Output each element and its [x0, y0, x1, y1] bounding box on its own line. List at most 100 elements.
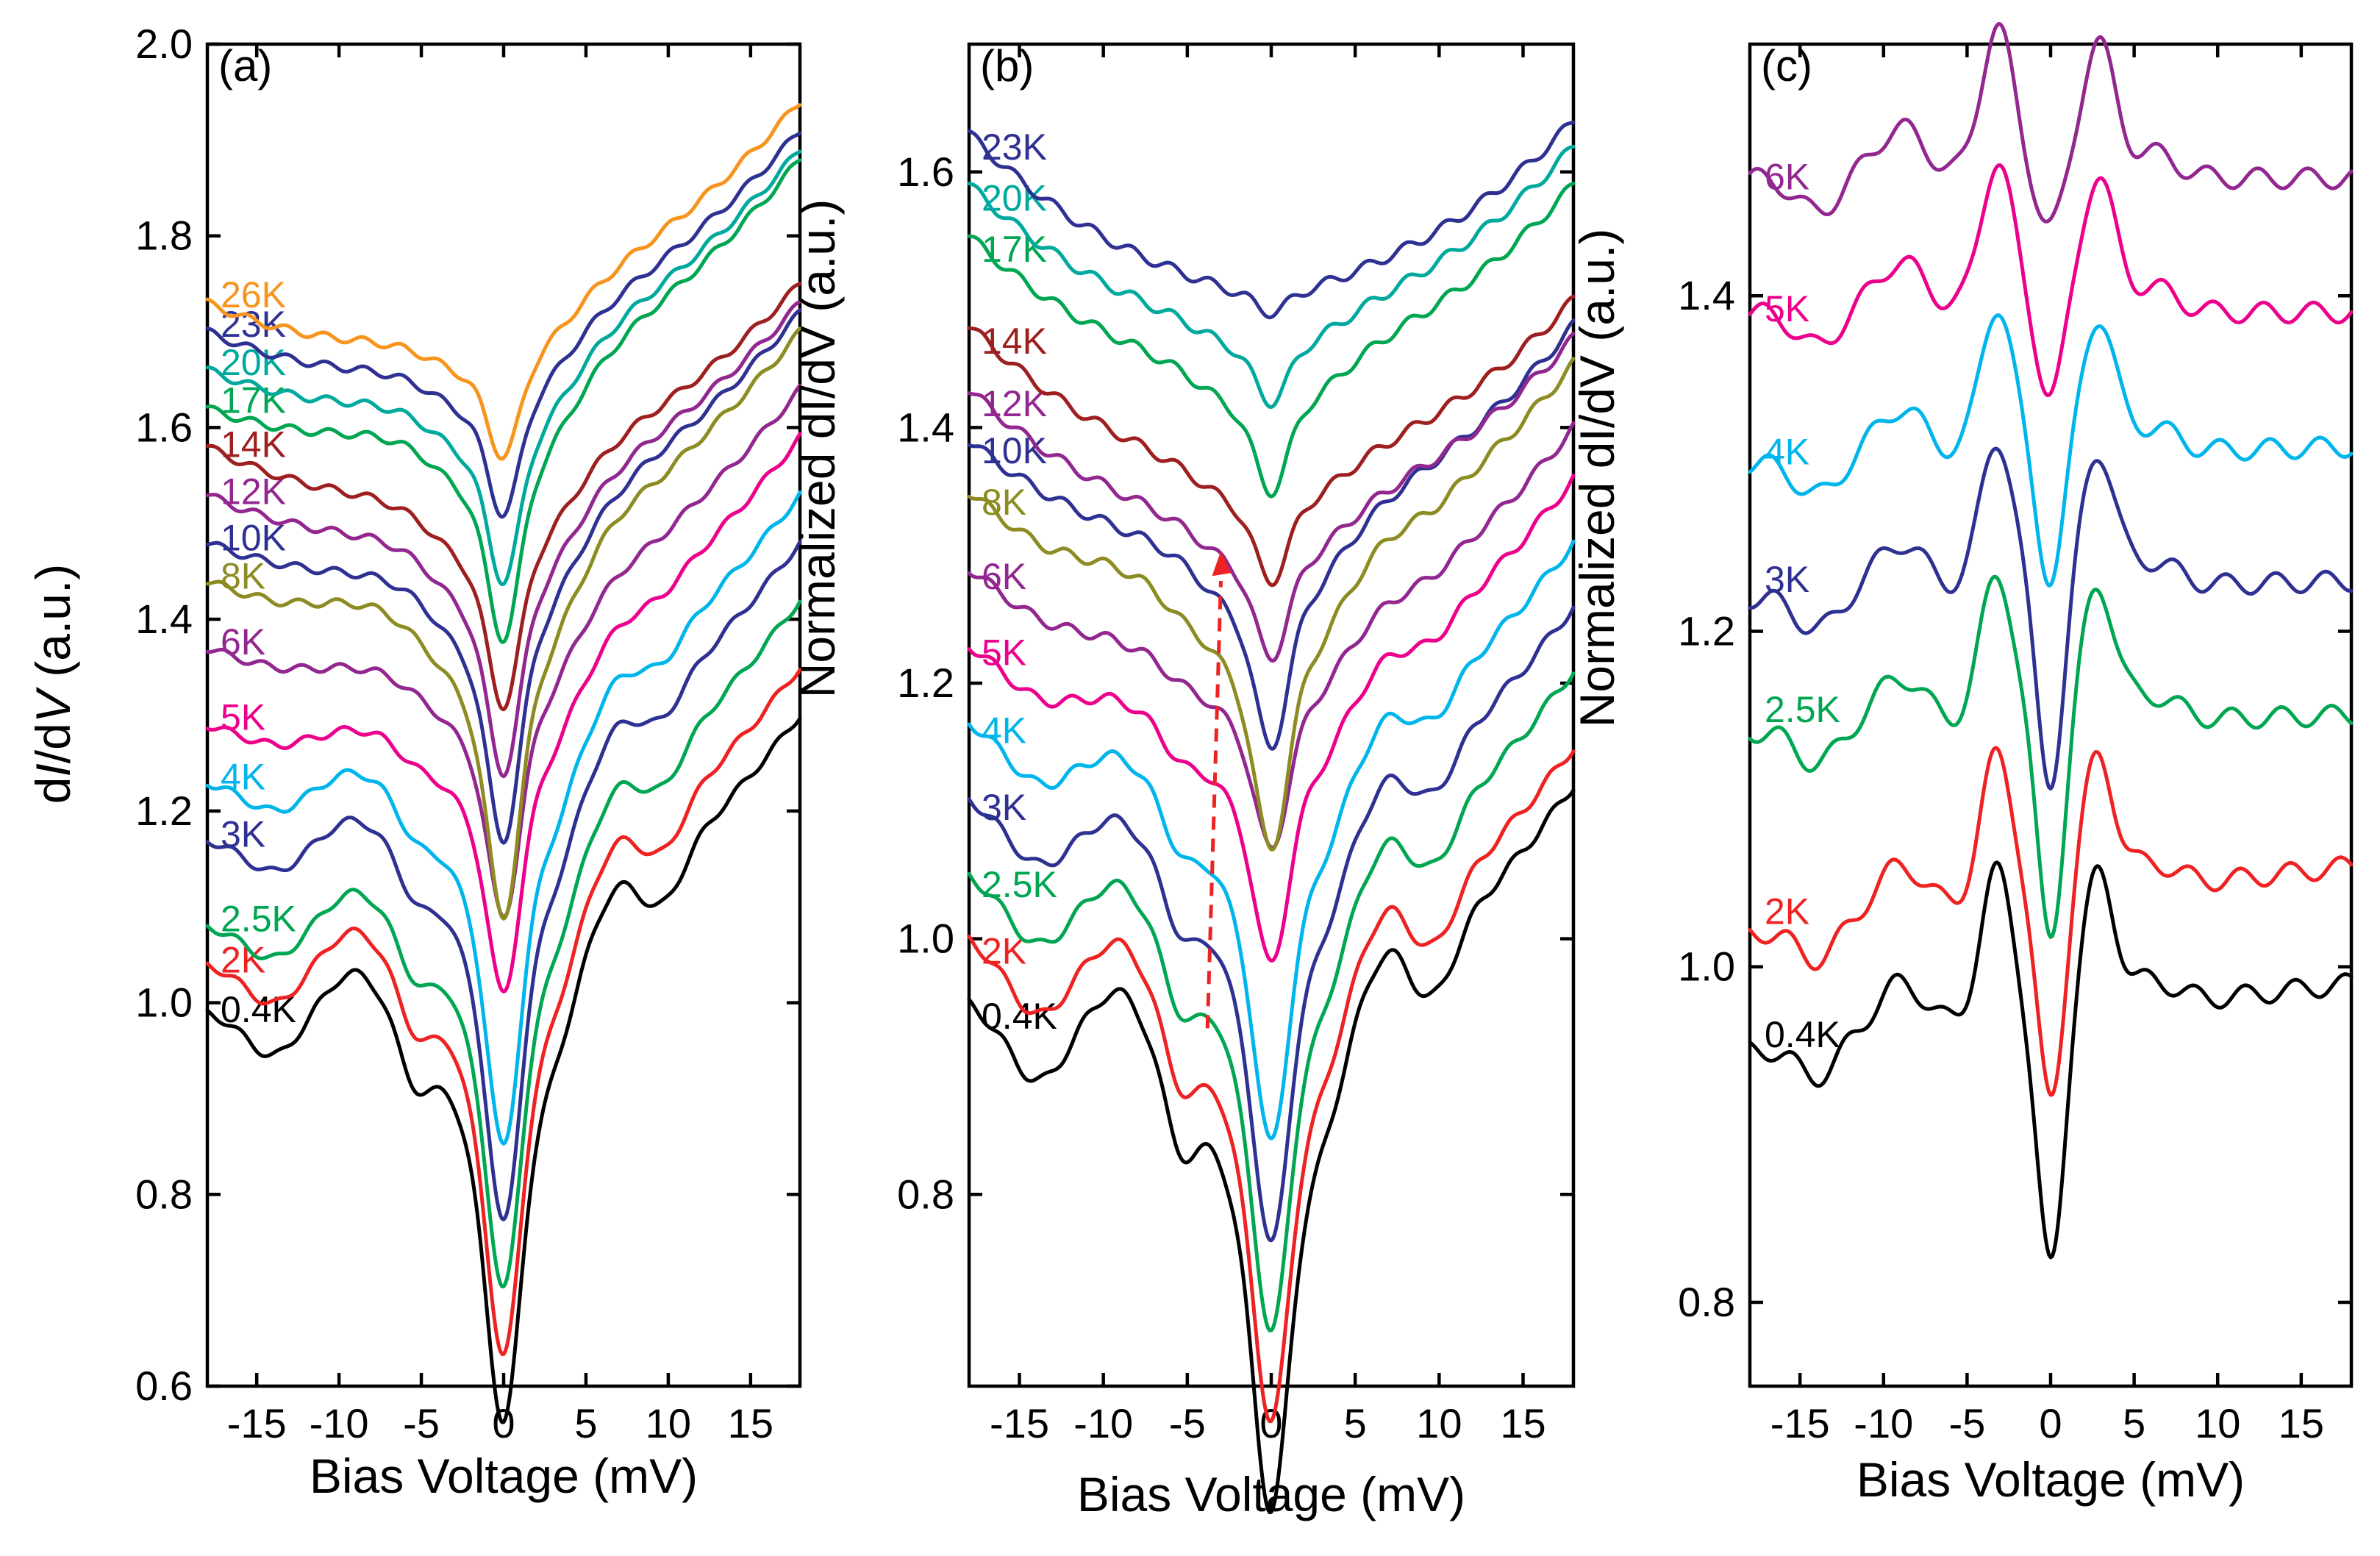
y-tick-label: 1.2 — [897, 660, 954, 706]
plot-frame — [205, 42, 802, 1388]
series-line-23K — [967, 121, 1576, 320]
series-line-0.4K — [967, 788, 1576, 1515]
series-line-0.4K — [205, 716, 802, 1424]
x-tick-label: 5 — [2123, 1400, 2145, 1446]
series-line-17K — [967, 182, 1576, 499]
series-label-20K: 20K — [221, 342, 286, 383]
y-tick-label: 1.4 — [1678, 272, 1735, 318]
series-line-5K — [1748, 163, 2354, 397]
x-tick-label: -5 — [403, 1400, 440, 1446]
series-line-20K — [967, 144, 1576, 410]
x-tick-label: 5 — [1344, 1400, 1367, 1446]
series-line-5K — [205, 432, 802, 993]
x-tick-label: 15 — [1500, 1400, 1545, 1446]
series-label-2K: 2K — [221, 940, 265, 981]
series-label-3K: 3K — [221, 814, 265, 855]
series-line-17K — [205, 158, 802, 644]
series-label-5K: 5K — [1765, 288, 1809, 329]
series-label-0.4K: 0.4K — [221, 989, 296, 1030]
series-label-6K: 6K — [982, 556, 1026, 597]
series-line-14K — [205, 282, 802, 712]
series-line-3K — [1748, 446, 2354, 791]
series-line-4K — [967, 539, 1576, 1141]
series-line-2.5K — [967, 671, 1576, 1332]
x-tick-label: 10 — [1416, 1400, 1462, 1446]
x-tick-label: 0 — [2039, 1400, 2062, 1446]
y-axis-label-part: /d — [26, 723, 80, 763]
series-line-2K — [967, 749, 1576, 1424]
x-tick-label: 15 — [2279, 1400, 2324, 1446]
series-line-14K — [967, 294, 1576, 588]
series-group: 0.4K2K2.5K3K4K5K6K8K10K12K14K17K20K23K26… — [205, 103, 802, 1424]
series-label-17K: 17K — [221, 380, 286, 421]
series-label-2.5K: 2.5K — [221, 899, 296, 940]
series-label-3K: 3K — [982, 787, 1026, 828]
panel-a: -15 -10 -5 0 5 10 150.60.81.01.21.41.61.82.0Bi… — [26, 21, 802, 1503]
x-tick-label: -10 — [310, 1400, 369, 1446]
series-label-5K: 5K — [221, 696, 265, 738]
series-line-6K — [1748, 21, 2354, 224]
panel-label: (a) — [218, 41, 272, 90]
series-line-23K — [205, 131, 802, 519]
series-line-2K — [205, 668, 802, 1356]
y-axis-label-part: V — [26, 686, 80, 723]
x-tick-label: 10 — [646, 1400, 691, 1446]
series-line-12K — [205, 299, 802, 779]
y-axis-label: dI/dV (a.u.) — [26, 564, 80, 804]
series-label-23K: 23K — [221, 304, 286, 345]
y-tick-label: 0.8 — [1678, 1279, 1735, 1325]
y-tick-label: 0.8 — [897, 1171, 954, 1217]
series-line-10K — [967, 318, 1576, 751]
series-group: 0.4K 2K 2.5K 3K 4K 5K 6K — [1748, 21, 2354, 1260]
series-line-2.5K — [205, 599, 802, 1289]
x-tick-label: -15 — [990, 1400, 1049, 1446]
y-tick-label: 1.2 — [1678, 607, 1735, 654]
series-line-10K — [205, 308, 802, 845]
x-tick-label: 10 — [2195, 1400, 2240, 1446]
series-line-4K — [205, 490, 802, 1146]
series-label-8K: 8K — [982, 482, 1026, 523]
y-tick-label: 2.0 — [135, 21, 193, 67]
y-axis-label-part: d — [26, 777, 80, 804]
y-tick-label: 1.6 — [897, 149, 954, 195]
panel-label: (b) — [980, 41, 1034, 90]
series-line-2.5K — [1748, 574, 2354, 939]
x-tick-label: 5 — [574, 1400, 597, 1446]
y-axis-label: Normalized dI/dV (a.u.) — [790, 199, 845, 699]
series-line-26K — [205, 103, 802, 461]
y-tick-label: 0.8 — [135, 1171, 193, 1217]
x-tick-label: -5 — [1169, 1400, 1206, 1446]
series-label-10K: 10K — [982, 430, 1047, 471]
panel-c: -15 -10 -5 0 5 10 15 0.8 1.0 1.2 1.4 Bias Voltage (… — [1570, 21, 2354, 1507]
series-label-5K: 5K — [982, 632, 1026, 673]
series-label-6K: 6K — [221, 621, 265, 663]
series-line-2K — [1748, 746, 2354, 1097]
series-label-4K: 4K — [1765, 432, 1809, 473]
plot-frame — [967, 42, 1576, 1388]
series-label-14K: 14K — [982, 321, 1047, 362]
series-line-8K — [967, 357, 1576, 852]
series-line-12K — [967, 332, 1576, 663]
y-tick-label: 1.4 — [135, 596, 193, 642]
series-line-20K — [205, 149, 802, 587]
y-tick-label: 1.0 — [1678, 943, 1735, 990]
y-axis-label: Normalized dI/dV (a.u.) — [1570, 229, 1624, 728]
y-tick-label: 1.2 — [135, 788, 193, 834]
x-tick-label: -10 — [1073, 1400, 1133, 1446]
dashed-arrow-line — [1205, 580, 1223, 1029]
series-line-3K — [205, 540, 802, 1221]
x-axis-label: Bias Voltage (mV) — [310, 1449, 698, 1503]
series-line-5K — [967, 474, 1576, 963]
x-tick-label: -15 — [227, 1400, 287, 1446]
y-tick-label: 1.8 — [135, 213, 193, 259]
x-tick-label: -5 — [1948, 1400, 1985, 1446]
y-tick-label: 0.6 — [135, 1363, 193, 1409]
series-label-26K: 26K — [221, 274, 286, 315]
y-tick-label: 1.4 — [897, 404, 954, 450]
series-label-6K: 6K — [1765, 157, 1809, 198]
series-label-2K: 2K — [1765, 891, 1809, 932]
series-label-0.4K: 0.4K — [1765, 1014, 1840, 1055]
series-line-0.4K — [1748, 860, 2354, 1260]
